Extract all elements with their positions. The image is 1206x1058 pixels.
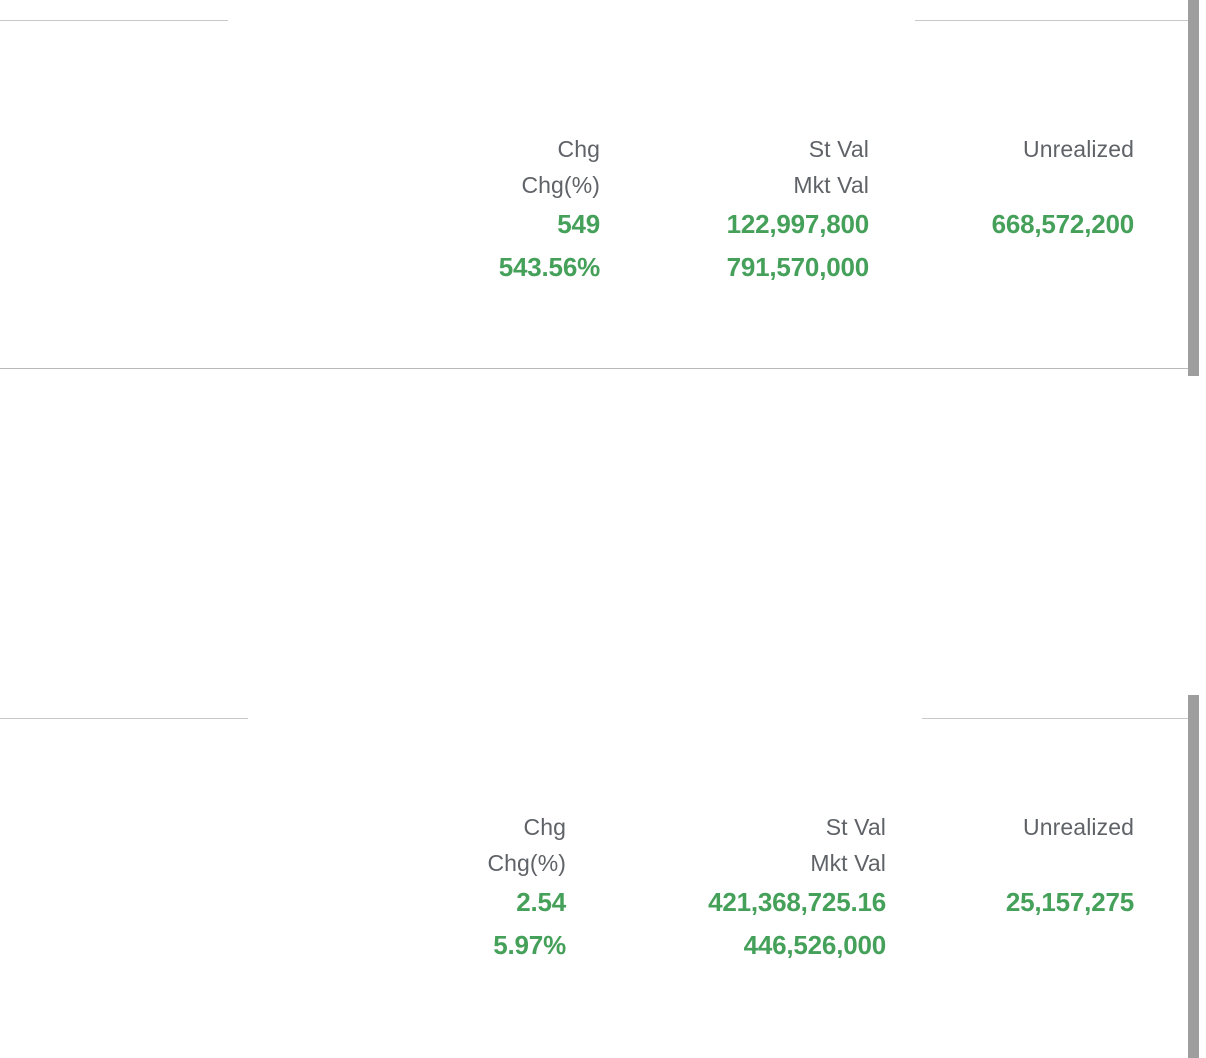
stat-label-mkt-val: Mkt Val	[810, 850, 886, 876]
position-card-lower[interactable]: Chg Chg(%) 2.54 5.97% St Val Mkt Val 421…	[0, 719, 1188, 1058]
vertical-scrollbar[interactable]	[1188, 0, 1199, 1058]
stat-value-st-val: 122,997,800	[726, 209, 870, 239]
stat-column-change: Chg Chg(%) 2.54 5.97%	[266, 809, 566, 967]
stat-label-chg-pct: Chg(%)	[487, 850, 566, 876]
stat-column-value: St Val Mkt Val 421,368,725.16 446,526,00…	[566, 809, 886, 967]
stat-label-mkt-val: Mkt Val	[793, 172, 869, 198]
divider-top-right	[915, 20, 1188, 21]
stat-label-st-val: St Val	[808, 136, 869, 162]
stat-value-unrealized: 668,572,200	[991, 209, 1135, 239]
stat-column-value: St Val Mkt Val 122,997,800 791,570,000	[600, 131, 870, 289]
stat-value-mkt-val: 791,570,000	[726, 252, 870, 282]
stat-value-st-val: 421,368,725.16	[708, 887, 886, 917]
stat-label-unrealized: Unrealized	[1023, 814, 1134, 840]
stat-label-unrealized: Unrealized	[1023, 136, 1134, 162]
stat-label-unrealized-sub	[1128, 845, 1135, 881]
divider-mid-right	[922, 718, 1188, 719]
stat-label-chg: Chg	[557, 136, 600, 162]
stat-column-unrealized: Unrealized 25,157,275	[886, 809, 1134, 967]
stat-value-chg-pct: 543.56%	[498, 252, 600, 282]
divider-top-left	[0, 20, 228, 21]
stat-label-unrealized-sub	[1128, 167, 1135, 203]
stat-value-mkt-val: 446,526,000	[743, 930, 887, 960]
stat-value-chg: 2.54	[516, 887, 566, 917]
stat-value-unrealized: 25,157,275	[1005, 887, 1134, 917]
stat-column-unrealized: Unrealized 668,572,200	[869, 131, 1135, 289]
scroll-thumb-upper[interactable]	[1188, 0, 1199, 376]
stats-grid-upper: Chg Chg(%) 549 543.56% St Val Mkt Val 12…	[300, 131, 1134, 289]
stat-label-chg: Chg	[523, 814, 566, 840]
stats-grid-lower: Chg Chg(%) 2.54 5.97% St Val Mkt Val 421…	[266, 809, 1134, 967]
stat-label-chg-pct: Chg(%)	[521, 172, 600, 198]
stat-column-change: Chg Chg(%) 549 543.56%	[300, 131, 600, 289]
divider-mid-left	[0, 718, 248, 719]
stat-value-chg: 549	[557, 209, 600, 239]
divider-section-break	[0, 368, 1188, 369]
stat-value-chg-pct: 5.97%	[493, 930, 566, 960]
stat-label-st-val: St Val	[825, 814, 886, 840]
position-card-upper[interactable]: Chg Chg(%) 549 543.56% St Val Mkt Val 12…	[0, 21, 1188, 368]
scroll-thumb-lower[interactable]	[1188, 695, 1199, 1058]
